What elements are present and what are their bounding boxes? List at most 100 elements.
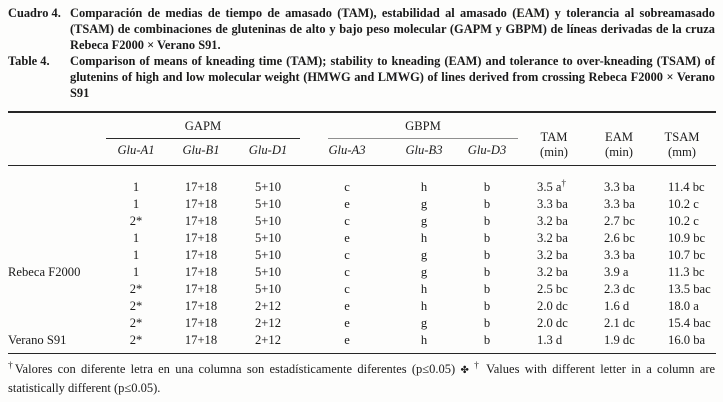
cell-glu-d3: b (483, 316, 491, 330)
cell-eam: 3.3 ba (604, 197, 635, 211)
group-header-gbpm: GBPM (328, 113, 519, 139)
column-header-tam-unit: (min) (540, 145, 568, 159)
cell-glu-d1: 5+10 (255, 214, 281, 228)
cell-eam: 3.3 ba (604, 248, 635, 262)
dagger-icon: † (8, 360, 15, 371)
cell-tsam: 18.0 a (668, 299, 699, 313)
cell-glu-d3: b (483, 282, 491, 296)
cell-glu-b3: h (392, 332, 456, 354)
cell-glu-a1: 1 (132, 197, 140, 211)
column-header-tsam: TSAM (mm) (648, 112, 717, 166)
cell-glu-d1: 5+10 (255, 248, 281, 262)
cell-glu-d3: b (483, 248, 491, 262)
cell-glu-d3: b (483, 231, 491, 245)
cell-glu-a1: 2* (104, 332, 168, 354)
caption-english-text: Comparison of means of kneading time (TA… (70, 54, 715, 100)
cell-tam: 1.3 d (518, 332, 591, 354)
cell-tam: 3.5 a† (537, 177, 567, 194)
cell-glu-d3: b (483, 265, 491, 279)
caption-spanish-text: Comparación de medias de tiempo de amasa… (70, 6, 715, 52)
cell-glu-b1: 17+18 (184, 214, 218, 228)
cell-glu-d1: 2+12 (234, 332, 302, 354)
cell-glu-b1: 17+18 (184, 180, 218, 194)
cell-glu-a1: 1 (132, 180, 140, 194)
column-header-glu-d3: Glu-D3 (456, 139, 519, 166)
cell-tsam: 10.7 bc (668, 248, 706, 262)
cell-glu-a1: 1 (132, 248, 140, 262)
table-row: 1 17+18 5+10 e g b 3.3 ba 3.3 ba 10.2 c (8, 196, 716, 213)
footnote-text-es: Valores con diferente letra en una colum… (14, 362, 461, 376)
column-header-glu-d1: Glu-D1 (234, 139, 302, 166)
table-row: Verano S91 2* 17+18 2+12 e h b 1.3 d 1.9 dc 16.0 … (8, 332, 717, 354)
cell-glu-d1: 5+10 (255, 231, 281, 245)
cell-glu-b1: 17+18 (184, 265, 218, 279)
column-header-glu-a3: Glu-A3 (302, 139, 392, 166)
row-label (8, 298, 104, 315)
column-header-tsam-unit-top: TSAM (664, 130, 700, 144)
cell-glu-a3: e (302, 332, 392, 354)
row-label (8, 213, 104, 230)
subheader-row: Glu-A1 Glu-B1 Glu-D1 Glu-A3 Glu-B3 Glu-D… (8, 139, 716, 166)
column-header-tam: TAM (min) (518, 112, 591, 166)
cell-glu-a3: c (344, 265, 350, 279)
footnote-separator-icon: ✤ (460, 365, 469, 376)
column-header-eam-unit-top: EAM (605, 130, 634, 144)
cell-eam: 2.1 dc (604, 316, 635, 330)
cell-glu-b3: h (420, 282, 428, 296)
row-label (8, 315, 104, 332)
row-label (8, 196, 104, 213)
table-body: 1 17+18 5+10 c h b 3.5 a† 3.3 ba 11.4 bc 1 17+18 5+… (8, 166, 717, 354)
cell-tam: 2.0 dc (537, 316, 568, 330)
row-label: Verano S91 (8, 332, 104, 354)
cell-tsam: 11.4 bc (668, 180, 705, 194)
table-row: 1 17+18 5+10 c g b 3.2 ba 3.3 ba 10.7 bc (8, 247, 716, 264)
cell-glu-b1: 17+18 (184, 248, 218, 262)
cell-tam: 3.2 ba (537, 265, 568, 279)
cell-eam: 1.6 d (604, 299, 630, 313)
cell-tsam: 16.0 ba (648, 332, 717, 354)
table-row: 2* 17+18 5+10 c h b 2.5 bc 2.3 dc 13.5 bac (8, 281, 716, 298)
cell-tam: 3.2 ba (537, 248, 568, 262)
caption-english-label: Table 4. (8, 54, 50, 68)
cell-eam: 2.7 bc (604, 214, 635, 228)
group-header-gbpm-cell: GBPM (302, 112, 519, 139)
cell-glu-b3: g (420, 214, 428, 228)
row-label (8, 247, 104, 264)
column-header-eam-unit: (min) (605, 145, 633, 159)
table-header: GAPM GBPM TAM (min) EAM (min) TSAM (mm) (8, 112, 717, 166)
cell-glu-d1: 5+10 (255, 265, 281, 279)
dagger-icon: † (474, 360, 482, 371)
cell-tsam: 13.5 bac (668, 282, 711, 296)
column-header-glu-b3: Glu-B3 (392, 139, 456, 166)
row-label: Rebeca F2000 (8, 265, 81, 279)
group-header-gapm: GAPM (106, 113, 300, 139)
cell-glu-b1: 17+18 (184, 299, 218, 313)
cell-glu-b1: 17+18 (184, 316, 218, 330)
cell-eam: 3.3 ba (604, 180, 635, 194)
cell-glu-a1: 1 (132, 231, 140, 245)
cell-glu-b1: 17+18 (184, 231, 218, 245)
table-row: 2* 17+18 2+12 e g b 2.0 dc 2.1 dc 15.4 bac (8, 315, 716, 332)
cell-glu-b3: g (420, 265, 428, 279)
column-header-tsam-unit: (mm) (668, 145, 696, 159)
row-label (8, 281, 104, 298)
comparison-table: GAPM GBPM TAM (min) EAM (min) TSAM (mm) (8, 111, 717, 354)
cell-glu-d3: b (483, 180, 491, 194)
cell-glu-d1: 5+10 (255, 197, 281, 211)
cell-glu-a3: e (344, 197, 350, 211)
group-header-gapm-cell: GAPM (104, 112, 302, 139)
cell-glu-b3: h (420, 231, 428, 245)
cell-tam: 3.2 ba (537, 231, 568, 245)
row-label (8, 230, 104, 247)
column-header-glu-b1: Glu-B1 (168, 139, 234, 166)
cell-glu-a1: 2* (129, 299, 143, 313)
cell-glu-a3: c (344, 282, 350, 296)
cell-glu-d1: 5+10 (255, 180, 281, 194)
caption-spanish-label: Cuadro 4. (8, 6, 61, 20)
cell-glu-d3: b (456, 332, 519, 354)
cell-glu-a1: 2* (129, 282, 143, 296)
table-row: 1 17+18 5+10 e h b 3.2 ba 2.6 bc 10.9 bc (8, 230, 716, 247)
cell-glu-d1: 5+10 (255, 282, 281, 296)
dagger-icon: † (561, 177, 567, 188)
